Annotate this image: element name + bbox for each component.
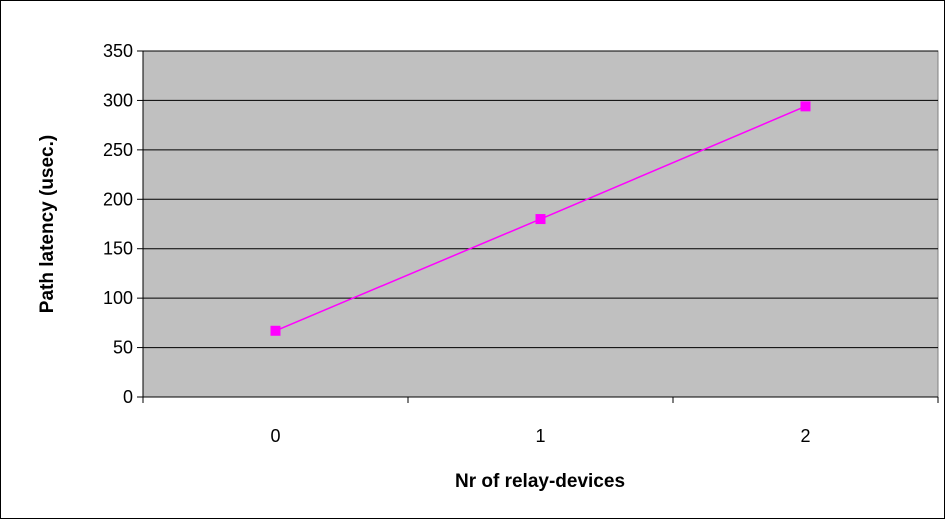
x-axis-title: Nr of relay-devices [455, 471, 625, 492]
y-tick-label-2: 100 [103, 288, 133, 308]
y-tick-label-3: 150 [103, 239, 133, 259]
series [270, 101, 811, 336]
y-axis-title: Path latency (usec.) [37, 135, 58, 313]
gridlines [143, 50, 938, 349]
y-tick-label-1: 50 [113, 338, 133, 358]
x-tick-label-1: 1 [535, 426, 545, 446]
data-point-0-2 [800, 101, 811, 112]
y-tick-label-6: 300 [103, 90, 133, 110]
y-tick-label-7: 350 [103, 41, 133, 61]
x-tick-label-0: 0 [270, 426, 280, 446]
y-tick-label-5: 250 [103, 140, 133, 160]
y-tick-label-4: 200 [103, 189, 133, 209]
data-point-0-1 [535, 214, 546, 225]
y-tick-label-0: 0 [123, 387, 133, 407]
tick-labels: 0 50 100 150 200 250 300 350 0 1 2 [103, 41, 811, 446]
data-point-0-0 [270, 325, 281, 336]
x-tick-label-2: 2 [800, 426, 810, 446]
axes [137, 50, 939, 403]
